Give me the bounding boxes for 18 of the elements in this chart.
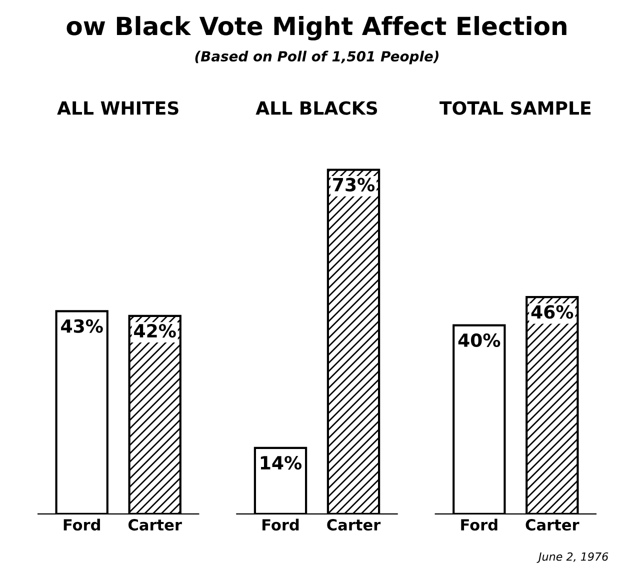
text: June 2, 1976 (536, 552, 608, 563)
data-label: 43% (61, 319, 103, 333)
text: ow Black Vote Might Affect Election (66, 16, 566, 40)
data-label: 14% (260, 456, 302, 470)
x-tick-label: Ford (262, 518, 299, 531)
data-label: 46% (531, 305, 574, 319)
data-label: 73% (333, 178, 375, 192)
data-label: 40% (458, 333, 500, 348)
x-tick-label: Carter (128, 519, 182, 531)
x-tick-label: Carter (327, 519, 381, 531)
x-tick-label: Carter (526, 519, 580, 531)
text: (Based on Poll of 1,501 People) (195, 50, 438, 64)
chart-title: TOTAL SAMPLE (440, 101, 591, 115)
chart-title: ALL WHITES (57, 101, 178, 115)
chart-title: ALL BLACKS (256, 101, 378, 115)
x-tick-label: Ford (64, 518, 100, 531)
data-label: 42% (134, 324, 176, 338)
x-tick-label: Ford (461, 518, 498, 531)
